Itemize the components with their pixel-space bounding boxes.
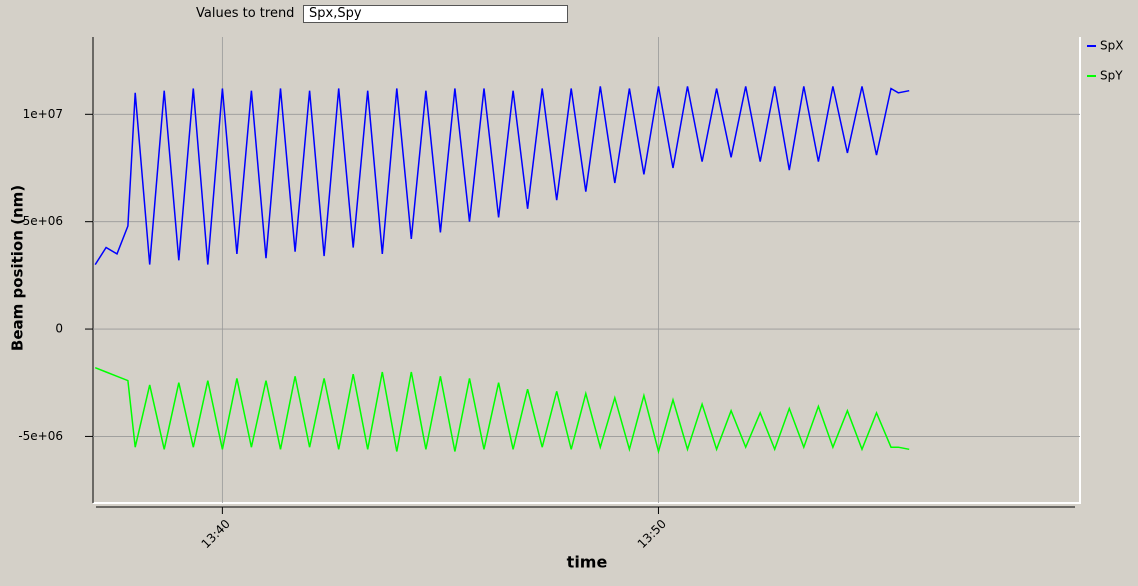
text-input[interactable]: Spx,Spy [303, 5, 568, 23]
y-axis-label: Beam position (nm) [9, 185, 27, 351]
series-line [94, 86, 910, 266]
y-tick-label: 0 [55, 322, 63, 336]
input-label: Values to trend [196, 6, 295, 21]
x-tick-label: 13:40 [199, 517, 233, 551]
y-tick-label: 1e+07 [23, 107, 63, 121]
y-tick-label: 5e+06 [23, 214, 63, 228]
legend-label: SpY [1100, 69, 1123, 83]
series-line [94, 367, 910, 455]
plot-area [93, 37, 1080, 503]
x-axis-label: time [567, 553, 608, 572]
x-tick-label: 13:50 [635, 517, 669, 551]
plot-frame [93, 37, 1081, 504]
legend-label: SpX [1100, 39, 1123, 53]
y-tick-label: -5e+06 [18, 429, 63, 443]
